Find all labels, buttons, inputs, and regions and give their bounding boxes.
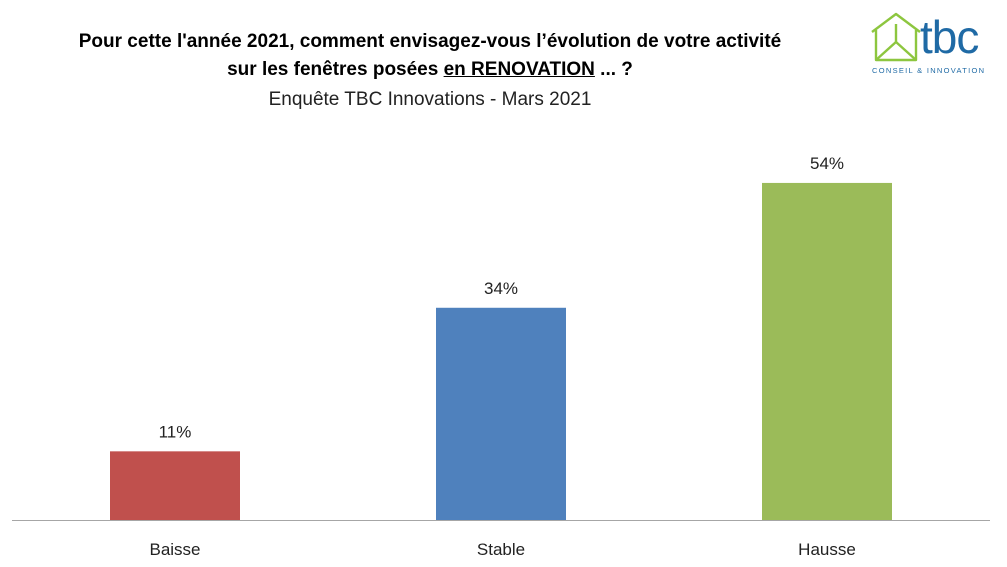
data-label-hausse: 54% bbox=[810, 154, 844, 173]
bar-stable bbox=[436, 307, 566, 520]
x-tick-label-stable: Stable bbox=[477, 540, 525, 559]
chart-title-line-1: Pour cette l'année 2021, comment envisag… bbox=[78, 31, 782, 52]
data-label-group: 11% 34% 54% bbox=[159, 154, 844, 441]
tbc-logo: tbc CONSEIL & INNOVATION bbox=[868, 10, 1004, 78]
bar-baisse bbox=[110, 451, 240, 520]
x-axis-tick-labels: Baisse Stable Hausse bbox=[149, 540, 855, 559]
x-tick-label-hausse: Hausse bbox=[798, 540, 856, 559]
data-label-baisse: 11% bbox=[159, 422, 192, 441]
logo-tagline: CONSEIL & INNOVATION bbox=[872, 66, 986, 75]
bar-group bbox=[110, 182, 892, 520]
x-tick-label-baisse: Baisse bbox=[149, 540, 200, 559]
chart-title: Pour cette l'année 2021, comment envisag… bbox=[0, 28, 860, 84]
chart-title-emphasis: en RENOVATION bbox=[443, 59, 595, 80]
data-label-stable: 34% bbox=[484, 279, 518, 298]
chart-title-line-2: sur les fenêtres posées en RENOVATION ..… bbox=[0, 56, 860, 84]
chart-title-line-2-end: ... ? bbox=[594, 59, 633, 80]
house-icon bbox=[871, 12, 921, 62]
chart-subtitle: Enquête TBC Innovations - Mars 2021 bbox=[268, 89, 592, 110]
bar-hausse bbox=[762, 182, 892, 520]
logo-wordmark: tbc bbox=[920, 11, 979, 63]
chart-title-line-2-start: sur les fenêtres posées bbox=[227, 59, 444, 80]
